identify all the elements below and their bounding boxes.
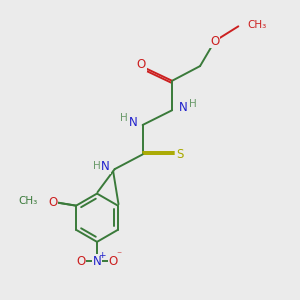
Text: N: N [179,101,188,114]
Text: H: H [93,161,101,171]
Text: H: H [120,113,128,124]
Text: O: O [76,255,86,268]
Text: O: O [48,196,57,209]
Text: N: N [101,160,110,173]
Text: O: O [109,255,118,268]
Text: S: S [176,148,184,161]
Text: CH₃: CH₃ [19,196,38,206]
Text: O: O [136,58,146,71]
Text: +: + [99,250,106,260]
Text: N: N [129,116,138,128]
Text: ⁻: ⁻ [116,251,121,261]
Text: O: O [210,34,219,48]
Text: N: N [93,255,101,268]
Text: H: H [189,99,196,109]
Text: CH₃: CH₃ [247,20,266,30]
